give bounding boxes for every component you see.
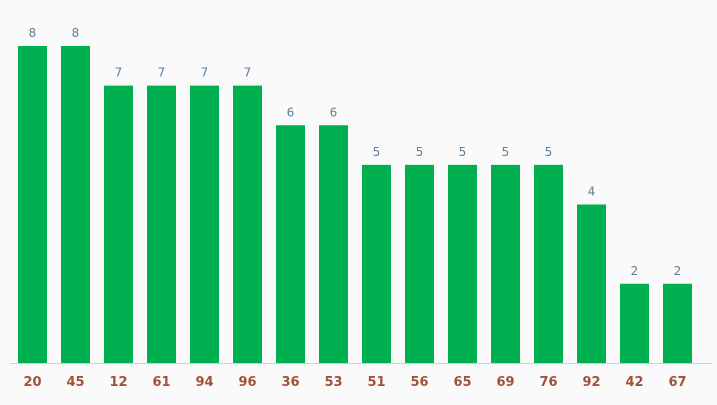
- data-label: 5: [416, 145, 424, 159]
- x-tick-label: 56: [410, 375, 428, 390]
- data-label: 5: [459, 145, 467, 159]
- bar: [190, 85, 219, 363]
- x-tick-label: 53: [324, 375, 342, 390]
- data-label: 7: [201, 66, 209, 80]
- data-label: 5: [545, 145, 553, 159]
- data-label: 7: [158, 66, 166, 80]
- data-label: 2: [631, 264, 639, 278]
- bar: [448, 164, 477, 363]
- x-tick-label: 45: [66, 375, 84, 390]
- x-tick-label: 20: [23, 375, 41, 390]
- bar: [319, 125, 348, 363]
- data-label: 7: [115, 66, 123, 80]
- data-label: 2: [674, 264, 682, 278]
- x-tick-label: 65: [453, 375, 471, 390]
- bar: [362, 164, 391, 363]
- bar: [147, 85, 176, 363]
- bar: [104, 85, 133, 363]
- bar: [61, 46, 90, 363]
- bar: [577, 204, 606, 363]
- x-tick-label: 67: [668, 375, 686, 390]
- x-tick-label: 94: [195, 375, 213, 390]
- x-tick-label: 69: [496, 375, 514, 390]
- x-tick-label: 12: [109, 375, 127, 390]
- x-tick-label: 42: [625, 375, 643, 390]
- x-tick-label: 61: [152, 375, 170, 390]
- data-label: 4: [588, 185, 596, 199]
- bar: [276, 125, 305, 363]
- data-label: 6: [287, 105, 295, 119]
- bar: [491, 164, 520, 363]
- bar: [405, 164, 434, 363]
- data-label: 8: [72, 26, 80, 40]
- x-tick-label: 76: [539, 375, 557, 390]
- bar: [663, 283, 692, 363]
- bar: [620, 283, 649, 363]
- bar: [18, 46, 47, 363]
- bar: [233, 85, 262, 363]
- data-label: 6: [330, 105, 338, 119]
- x-tick-label: 92: [582, 375, 600, 390]
- data-label: 7: [244, 66, 252, 80]
- x-tick-label: 36: [281, 375, 299, 390]
- data-label: 5: [502, 145, 510, 159]
- data-label: 5: [373, 145, 381, 159]
- data-label: 8: [29, 26, 37, 40]
- bar: [534, 164, 563, 363]
- x-tick-label: 96: [238, 375, 256, 390]
- x-tick-label: 51: [367, 375, 385, 390]
